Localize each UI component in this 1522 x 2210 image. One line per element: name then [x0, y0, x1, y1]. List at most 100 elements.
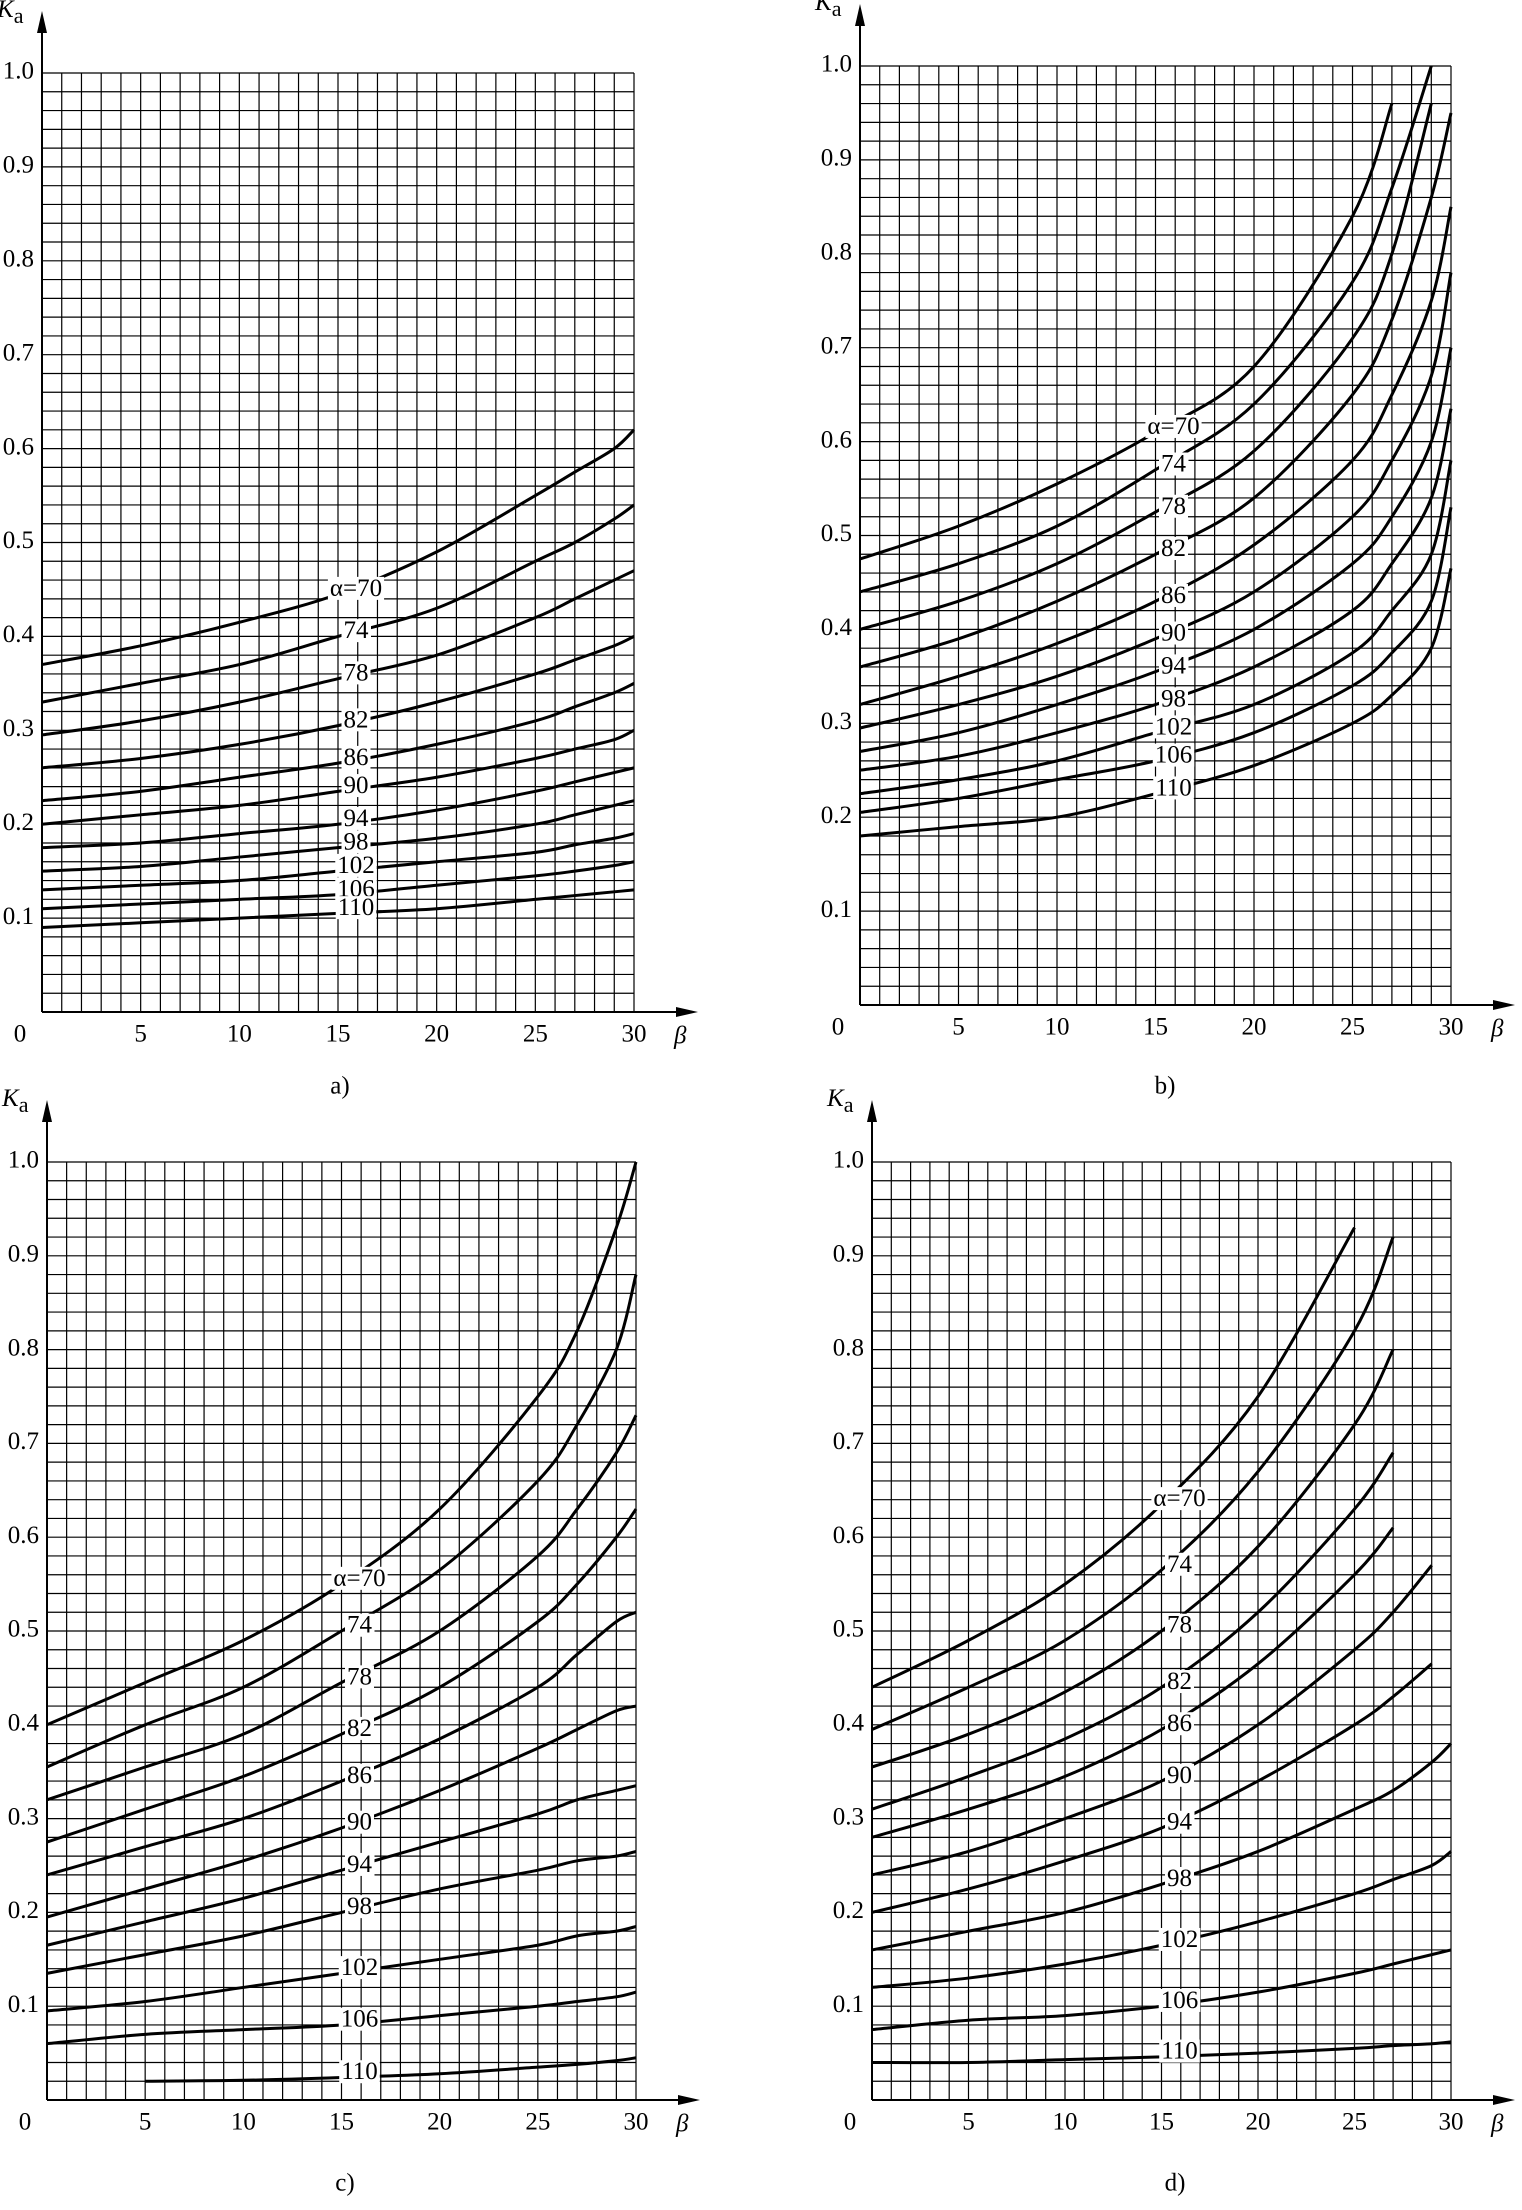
curve — [859, 103, 1394, 561]
curve-label: 90 — [1167, 1762, 1192, 1789]
curve — [46, 1508, 638, 1844]
curve — [871, 1948, 1452, 2032]
curve-label-bg — [1151, 1487, 1208, 1511]
curve-label: 110 — [1161, 2038, 1198, 2065]
curve — [871, 1226, 1356, 1689]
curve-label: α=70 — [1153, 1485, 1205, 1512]
curve-label: 82 — [1161, 535, 1186, 562]
curve-label: 98 — [347, 1893, 372, 1920]
curve-label: 110 — [1155, 774, 1192, 801]
x-tick-label: 15 — [326, 1021, 351, 1048]
curve — [871, 1236, 1395, 1731]
x-tick-label: 15 — [1149, 2109, 1174, 2136]
y-tick-label: 0.4 — [8, 1710, 40, 1737]
x-tick-label: 0 — [19, 2109, 32, 2136]
x-axis-label: β — [673, 1023, 687, 1050]
curve-label-bg — [1152, 743, 1195, 767]
x-tick-label: 20 — [427, 2109, 452, 2136]
curve-label-bg — [338, 1956, 381, 1980]
curve — [871, 2040, 1452, 2065]
curve-label: 110 — [338, 894, 375, 921]
curve-label: 102 — [1155, 713, 1193, 740]
y-tick-label: 0.5 — [821, 520, 852, 547]
curve-label: 74 — [1167, 1551, 1193, 1578]
curve-label: 106 — [1155, 742, 1193, 769]
curve — [46, 1274, 638, 1769]
curve — [859, 568, 1453, 838]
curve-label: 102 — [1161, 1926, 1199, 1953]
curve-label: 90 — [1161, 620, 1186, 647]
curve-label-bg — [1165, 1613, 1194, 1637]
curve — [871, 1348, 1395, 1769]
curve — [46, 1704, 637, 1919]
curve-label-bg — [1145, 414, 1202, 438]
x-axis-arrow — [1493, 2095, 1515, 2105]
curve — [46, 1414, 638, 1802]
y-tick-label: 0.5 — [833, 1616, 864, 1643]
panel: 0 5 10 15 20 25 30 0.1 0.2 0.3 0.4 0.5 0.6 0.7 0.8 0.9 1… — [1, 1085, 700, 2197]
y-tick-label: 0.8 — [3, 246, 34, 273]
curve-label-bg — [339, 2060, 380, 2084]
curve-label-bg — [345, 1810, 374, 1834]
caption: d) — [1165, 2170, 1186, 2197]
y-tick-label: 0.2 — [833, 1897, 864, 1924]
curve-label-bg — [1165, 1763, 1194, 1787]
curve-label: 74 — [344, 617, 370, 644]
curve-label: 98 — [1161, 685, 1186, 712]
curve-label: 82 — [344, 706, 369, 733]
curve-label-bg — [1158, 1927, 1201, 1951]
x-tick-label: 10 — [1053, 2109, 1078, 2136]
y-tick-label: 0.6 — [8, 1522, 39, 1549]
curve-label: 94 — [347, 1851, 373, 1878]
curve-label: 86 — [344, 744, 369, 771]
curve — [41, 428, 636, 667]
y-axis-label: Ka — [826, 1085, 854, 1117]
y-tick-label: 1.0 — [833, 1147, 864, 1174]
y-tick-label: 0.8 — [821, 239, 852, 266]
y-tick-label: 0.9 — [3, 152, 34, 179]
curve-label: α=70 — [1147, 413, 1199, 440]
x-tick-label: 0 — [14, 1021, 27, 1048]
y-axis-label: Ka — [0, 0, 24, 28]
curve — [41, 799, 635, 873]
y-tick-label: 0.7 — [821, 332, 852, 359]
curve-label: 98 — [344, 828, 369, 855]
x-axis-arrow — [676, 1007, 698, 1017]
y-axis-arrow — [855, 4, 865, 26]
y-tick-label: 0.6 — [821, 426, 852, 453]
curve — [41, 888, 635, 929]
y-axis-label: Ka — [814, 0, 842, 21]
x-tick-label: 30 — [1439, 1014, 1464, 1041]
curve — [859, 347, 1453, 753]
curve-label-bg — [345, 1763, 374, 1787]
y-tick-label: 0.1 — [8, 1991, 39, 2018]
x-tick-label: 15 — [329, 2109, 354, 2136]
curve-label-bg — [1159, 452, 1189, 476]
curve-label: 82 — [347, 1715, 372, 1742]
curve-label-bg — [345, 1895, 374, 1919]
curve — [871, 1742, 1453, 1952]
panel: 0 5 10 15 20 25 30 0.1 0.2 0.3 0.4 0.5 0.6 0.7 0.8 0.9 1… — [814, 0, 1515, 1100]
curve-label: 78 — [347, 1663, 372, 1690]
curve — [41, 503, 635, 704]
y-tick-label: 0.1 — [821, 896, 852, 923]
y-tick-label: 0.3 — [8, 1803, 39, 1830]
x-tick-label: 10 — [231, 2109, 256, 2136]
curve — [871, 1451, 1395, 1811]
curve-label: 110 — [341, 2058, 378, 2085]
curve-label-bg — [1159, 654, 1189, 678]
curve-label-bg — [338, 2007, 381, 2031]
curve-label: 78 — [1161, 493, 1186, 520]
x-axis-arrow — [678, 2095, 700, 2105]
x-tick-label: 25 — [523, 1021, 548, 1048]
y-tick-label: 0.8 — [8, 1334, 39, 1361]
curve-label-bg — [335, 877, 377, 901]
y-axis-label: Ka — [1, 1085, 29, 1117]
y-tick-label: 0.7 — [3, 339, 34, 366]
curve — [859, 507, 1453, 814]
curve — [859, 272, 1453, 730]
y-tick-label: 1.0 — [821, 51, 852, 78]
curve — [859, 408, 1453, 772]
curve-label: α=70 — [333, 1565, 385, 1592]
